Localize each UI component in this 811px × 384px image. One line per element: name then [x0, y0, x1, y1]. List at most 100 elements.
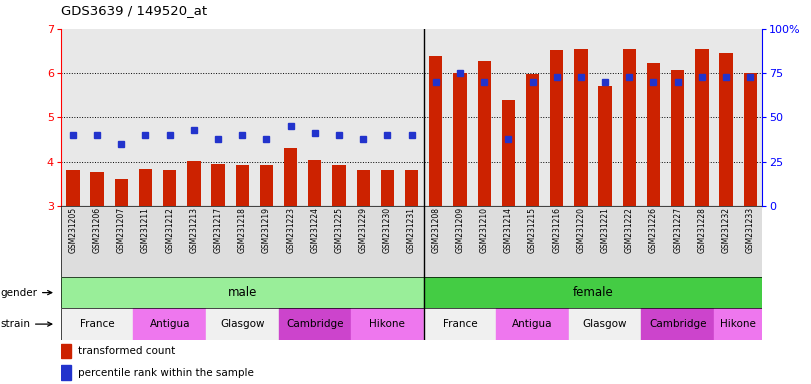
Bar — [182, 206, 206, 277]
Bar — [496, 206, 521, 277]
Bar — [187, 161, 200, 206]
Bar — [61, 308, 133, 340]
Text: Glasgow: Glasgow — [220, 319, 264, 329]
Bar — [448, 29, 472, 206]
Text: GSM231233: GSM231233 — [746, 207, 755, 253]
Bar — [738, 206, 762, 277]
Bar — [695, 49, 709, 206]
Bar — [714, 308, 762, 340]
Bar — [569, 206, 593, 277]
Bar — [526, 74, 539, 206]
Bar — [569, 308, 642, 340]
Bar — [85, 29, 109, 206]
Bar — [738, 29, 762, 206]
Text: Antigua: Antigua — [149, 319, 190, 329]
Bar — [255, 206, 278, 277]
Bar — [67, 169, 79, 206]
Bar — [206, 29, 230, 206]
Bar — [647, 63, 660, 206]
Bar — [182, 29, 206, 206]
Bar — [617, 29, 642, 206]
Bar — [61, 366, 71, 379]
Text: Glasgow: Glasgow — [583, 319, 628, 329]
Text: GSM231226: GSM231226 — [649, 207, 658, 253]
Text: Hikone: Hikone — [720, 319, 756, 329]
Bar — [230, 29, 255, 206]
Bar — [206, 206, 230, 277]
Bar — [574, 49, 587, 206]
Bar — [260, 165, 273, 206]
Bar — [423, 277, 762, 308]
Text: France: France — [443, 319, 478, 329]
Bar — [714, 206, 738, 277]
Bar — [375, 29, 400, 206]
Bar — [278, 206, 303, 277]
Text: transformed count: transformed count — [78, 346, 175, 356]
Bar — [61, 206, 85, 277]
Text: percentile rank within the sample: percentile rank within the sample — [78, 367, 254, 377]
Text: Cambridge: Cambridge — [286, 319, 344, 329]
Text: GSM231232: GSM231232 — [722, 207, 731, 253]
Text: GSM231225: GSM231225 — [334, 207, 344, 253]
Bar — [642, 308, 714, 340]
Text: GSM231207: GSM231207 — [117, 207, 126, 253]
Bar — [375, 206, 400, 277]
Bar — [423, 206, 448, 277]
Text: France: France — [79, 319, 114, 329]
Bar — [357, 170, 370, 206]
Bar — [666, 206, 690, 277]
Text: GSM231205: GSM231205 — [68, 207, 77, 253]
Text: GSM231217: GSM231217 — [213, 207, 222, 253]
Bar — [400, 29, 423, 206]
Bar — [400, 206, 423, 277]
Bar — [327, 29, 351, 206]
Text: GSM231221: GSM231221 — [601, 207, 610, 253]
Bar — [303, 206, 327, 277]
Bar — [236, 165, 249, 206]
Bar — [478, 61, 491, 206]
Bar — [139, 169, 152, 206]
Text: gender: gender — [0, 288, 52, 298]
Bar — [472, 206, 496, 277]
Text: GSM231206: GSM231206 — [92, 207, 101, 253]
Bar — [333, 165, 345, 206]
Bar — [380, 169, 394, 206]
Bar — [405, 169, 418, 206]
Text: male: male — [228, 286, 257, 299]
Text: GSM231210: GSM231210 — [479, 207, 489, 253]
Bar — [157, 206, 182, 277]
Text: GSM231213: GSM231213 — [190, 207, 199, 253]
Bar — [109, 29, 133, 206]
Text: GSM231212: GSM231212 — [165, 207, 174, 253]
Text: GSM231211: GSM231211 — [141, 207, 150, 253]
Bar — [448, 206, 472, 277]
Bar — [255, 29, 278, 206]
Bar — [642, 206, 666, 277]
Bar — [303, 29, 327, 206]
Bar — [61, 29, 85, 206]
Text: female: female — [573, 286, 613, 299]
Bar — [423, 308, 496, 340]
Bar — [133, 206, 157, 277]
Bar — [521, 29, 545, 206]
Text: Antigua: Antigua — [513, 319, 553, 329]
Text: GDS3639 / 149520_at: GDS3639 / 149520_at — [61, 4, 207, 17]
Bar — [230, 206, 255, 277]
Bar — [133, 29, 157, 206]
Bar — [496, 29, 521, 206]
Bar — [351, 206, 375, 277]
Bar — [599, 86, 611, 206]
Text: GSM231214: GSM231214 — [504, 207, 513, 253]
Bar — [496, 308, 569, 340]
Bar — [133, 308, 206, 340]
Bar — [278, 29, 303, 206]
Bar — [423, 29, 448, 206]
Text: Hikone: Hikone — [370, 319, 406, 329]
Bar — [61, 277, 423, 308]
Bar — [545, 29, 569, 206]
Bar — [642, 29, 666, 206]
Text: GSM231216: GSM231216 — [552, 207, 561, 253]
Text: GSM231208: GSM231208 — [431, 207, 440, 253]
Bar — [351, 308, 423, 340]
Bar — [593, 29, 617, 206]
